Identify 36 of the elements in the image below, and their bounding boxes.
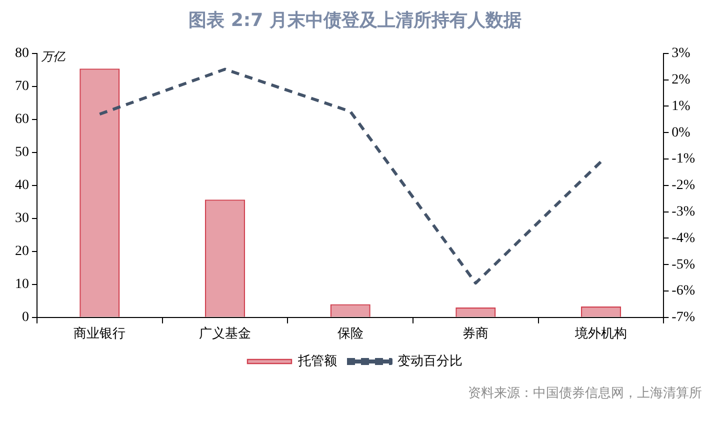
y-axis-title: 万亿: [41, 50, 66, 64]
y2-tick-label: -1%: [672, 152, 696, 167]
bar: [80, 68, 120, 317]
y2-tick-label: 3%: [672, 46, 691, 62]
text: 资料来源：中国债券信息网，上海清算所: [467, 385, 702, 402]
legend-label: 托管额: [297, 354, 337, 369]
y2-tick-label: 1%: [672, 98, 691, 114]
chart-title: 图表 2:7 月末中债登及上清所持有人数据: [188, 9, 522, 32]
y-tick-label: 0: [22, 310, 29, 326]
y-tick-label: 60: [15, 112, 29, 128]
y2-tick-label: -2%: [672, 178, 696, 194]
y2-tick-label: -6%: [672, 284, 696, 299]
bar: [204, 200, 246, 317]
x-tick-label: 券商: [462, 326, 489, 342]
y2-tick-label: -3%: [672, 204, 696, 220]
y-tick-label: 40: [15, 178, 29, 194]
x-tick-label: 商业银行: [74, 326, 126, 342]
y-tick-label: 20: [15, 244, 29, 260]
bar: [330, 304, 370, 317]
y-tick-label: 50: [15, 145, 29, 160]
legend-label: 变动百分比: [398, 354, 462, 369]
bar: [580, 306, 622, 317]
y2-tick-label: -5%: [672, 257, 696, 272]
x-tick-label: 境外机构: [574, 326, 628, 342]
y-tick-label: 80: [15, 46, 29, 62]
y2-tick-label: -7%: [672, 310, 696, 326]
y2-tick-label: 2%: [672, 72, 691, 88]
y-tick-label: 30: [15, 211, 29, 226]
y-tick-label: 70: [15, 79, 29, 94]
x-tick-label: 广义基金: [199, 326, 252, 342]
x-tick-label: 保险: [337, 326, 364, 342]
line-series: [98, 68, 603, 285]
y2-tick-label: 0%: [672, 125, 691, 140]
bar: [456, 308, 496, 317]
y-tick-label: 10: [15, 277, 29, 292]
y2-tick-label: -4%: [672, 230, 696, 246]
